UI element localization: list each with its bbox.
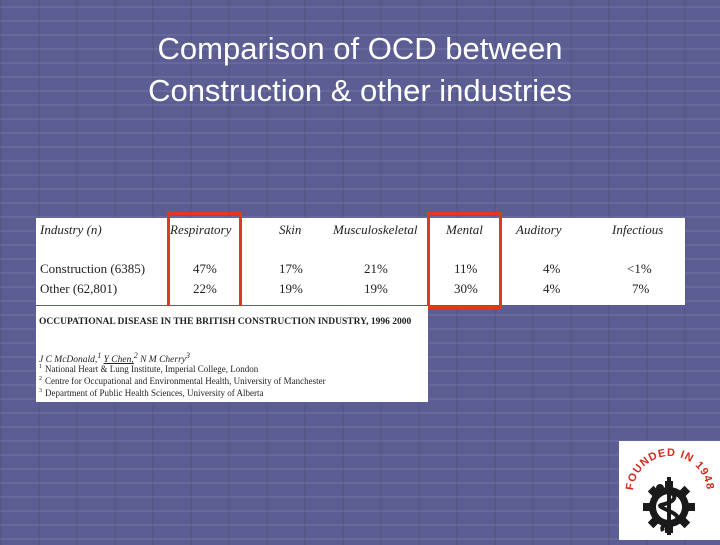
reference-title: OCCUPATIONAL DISEASE IN THE BRITISH CONS…	[39, 317, 412, 327]
column-header-auditory: Auditory	[516, 222, 562, 237]
author-name: J C McDonald,	[39, 355, 98, 366]
column-header-infectious: Infectious	[612, 222, 664, 237]
table-cell: 4%	[543, 281, 561, 296]
ocd-comparison-table: Industry (n) Respiratory Skin Musculoske…	[36, 218, 685, 305]
column-header-musculoskeletal: Musculoskeletal	[333, 222, 418, 237]
table-cell: 19%	[364, 281, 388, 296]
column-header-industry: Industry (n)	[40, 222, 102, 237]
table-cell: 19%	[279, 281, 303, 296]
table-cell: 11%	[454, 261, 478, 276]
table-cell: 21%	[364, 261, 388, 276]
table-cell: <1%	[627, 261, 652, 276]
table-cell: 4%	[543, 261, 561, 276]
row-label-other: Other (62,801)	[40, 281, 118, 296]
slide-title-line-2: Construction & other industries	[148, 73, 572, 108]
table-cell: 30%	[454, 281, 478, 296]
column-header-respiratory: Respiratory	[170, 222, 232, 237]
respiratory-highlight-box	[167, 212, 242, 309]
column-header-skin: Skin	[279, 222, 302, 237]
affiliation-line: 2 Centre for Occupational and Environment…	[39, 376, 326, 386]
slide-title: Comparison of OCD between Construction &…	[0, 28, 720, 112]
slide-title-line-1: Comparison of OCD between	[157, 31, 563, 66]
caduceus-gear-emblem-icon: FOUNDED IN 1948	[624, 447, 715, 535]
mental-highlight-box	[427, 212, 502, 309]
reference-authors: J C McDonald,1 Y Chen,2 N M Cherry3	[39, 351, 190, 366]
author-name: N M Cherry	[140, 355, 186, 366]
table-cell: 7%	[632, 281, 650, 296]
table-cell: 17%	[279, 261, 303, 276]
table-cell: 47%	[193, 261, 217, 276]
column-header-mental: Mental	[446, 222, 483, 237]
affiliation-line: 3 Department of Public Health Sciences, U…	[39, 388, 264, 398]
table-cell: 22%	[193, 281, 217, 296]
reference-citation: OCCUPATIONAL DISEASE IN THE BRITISH CONS…	[36, 306, 428, 402]
row-label-construction: Construction (6385)	[40, 261, 146, 276]
affiliation-line: 1 National Heart & Lung Institute, Imperi…	[39, 364, 259, 374]
author-name: Y Chen,	[103, 355, 134, 366]
founded-logo: FOUNDED IN 1948	[619, 441, 720, 540]
